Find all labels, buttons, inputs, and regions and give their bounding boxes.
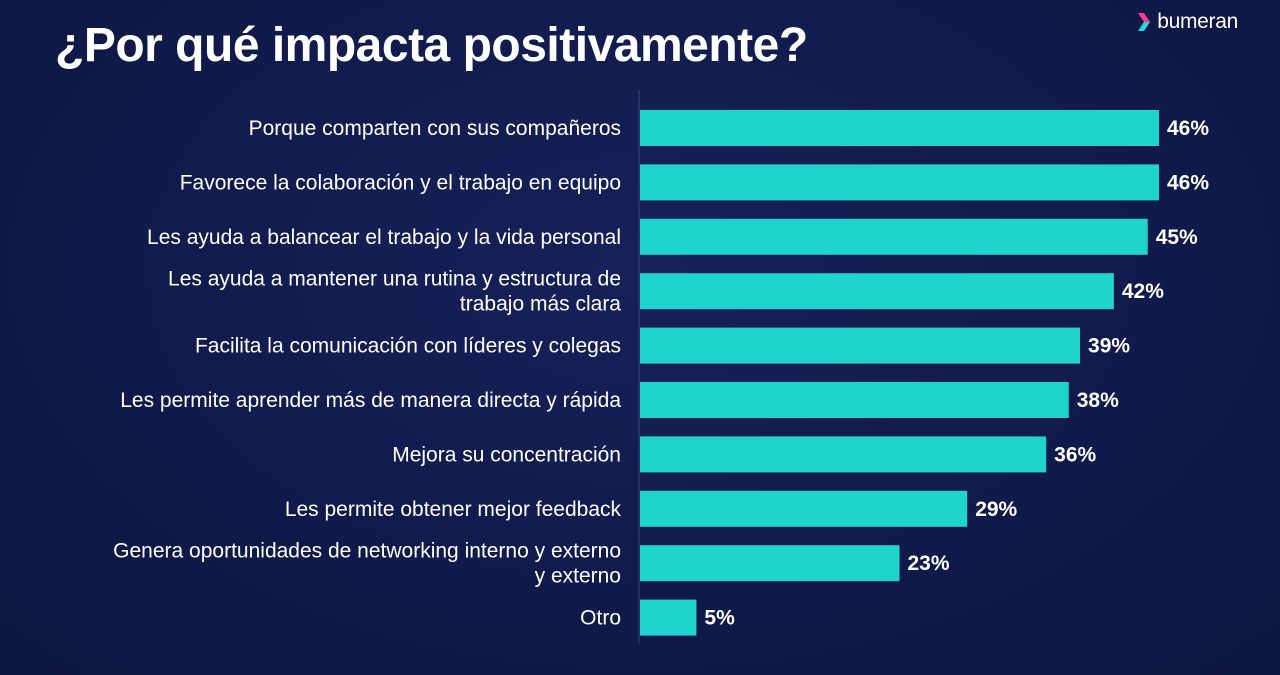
value-label-9: 23% [908,552,950,575]
category-label-3: Les ayuda a balancear el trabajo y la vi… [147,226,621,249]
page-title: ¿Por qué impacta positivamente? [55,19,808,72]
category-label-2: Favorece la colaboración y el trabajo en… [180,171,621,194]
bar-6 [640,382,1069,418]
bar-3 [640,218,1148,255]
value-label-6: 38% [1077,389,1119,412]
value-label-7: 36% [1054,443,1096,466]
category-label-5: Facilita la comunicación con líderes y c… [195,335,621,358]
category-label-8: Les permite obtener mejor feedback [285,498,622,521]
category-label-9: Genera oportunidades de networking inter… [113,540,621,588]
bar-8 [640,490,968,527]
bar-2 [640,164,1159,201]
bar-4 [640,273,1114,310]
bar-10 [640,599,697,636]
category-label-4: Les ayuda a mantener una rutina y estruc… [168,268,621,316]
value-label-3: 45% [1156,226,1198,249]
category-label-1: Porque comparten con sus compañeros [249,117,621,140]
bar-9 [640,545,900,582]
category-label-6: Les permite aprender más de manera direc… [120,389,621,412]
brand-logo: bumeran [1137,10,1238,34]
bar-5 [640,327,1081,364]
brand-name: bumeran [1157,10,1238,33]
value-label-1: 46% [1167,117,1209,140]
category-label-10: Otro [580,607,621,630]
value-label-8: 29% [975,498,1017,521]
bar-1 [640,110,1159,146]
category-label-7: Mejora su concentración [392,443,621,466]
value-label-5: 39% [1088,335,1130,358]
chevron-right-logo-icon [1138,13,1151,31]
bar-7 [640,436,1047,473]
value-label-10: 5% [704,607,735,630]
value-label-2: 46% [1167,171,1209,194]
value-label-4: 42% [1122,280,1164,303]
